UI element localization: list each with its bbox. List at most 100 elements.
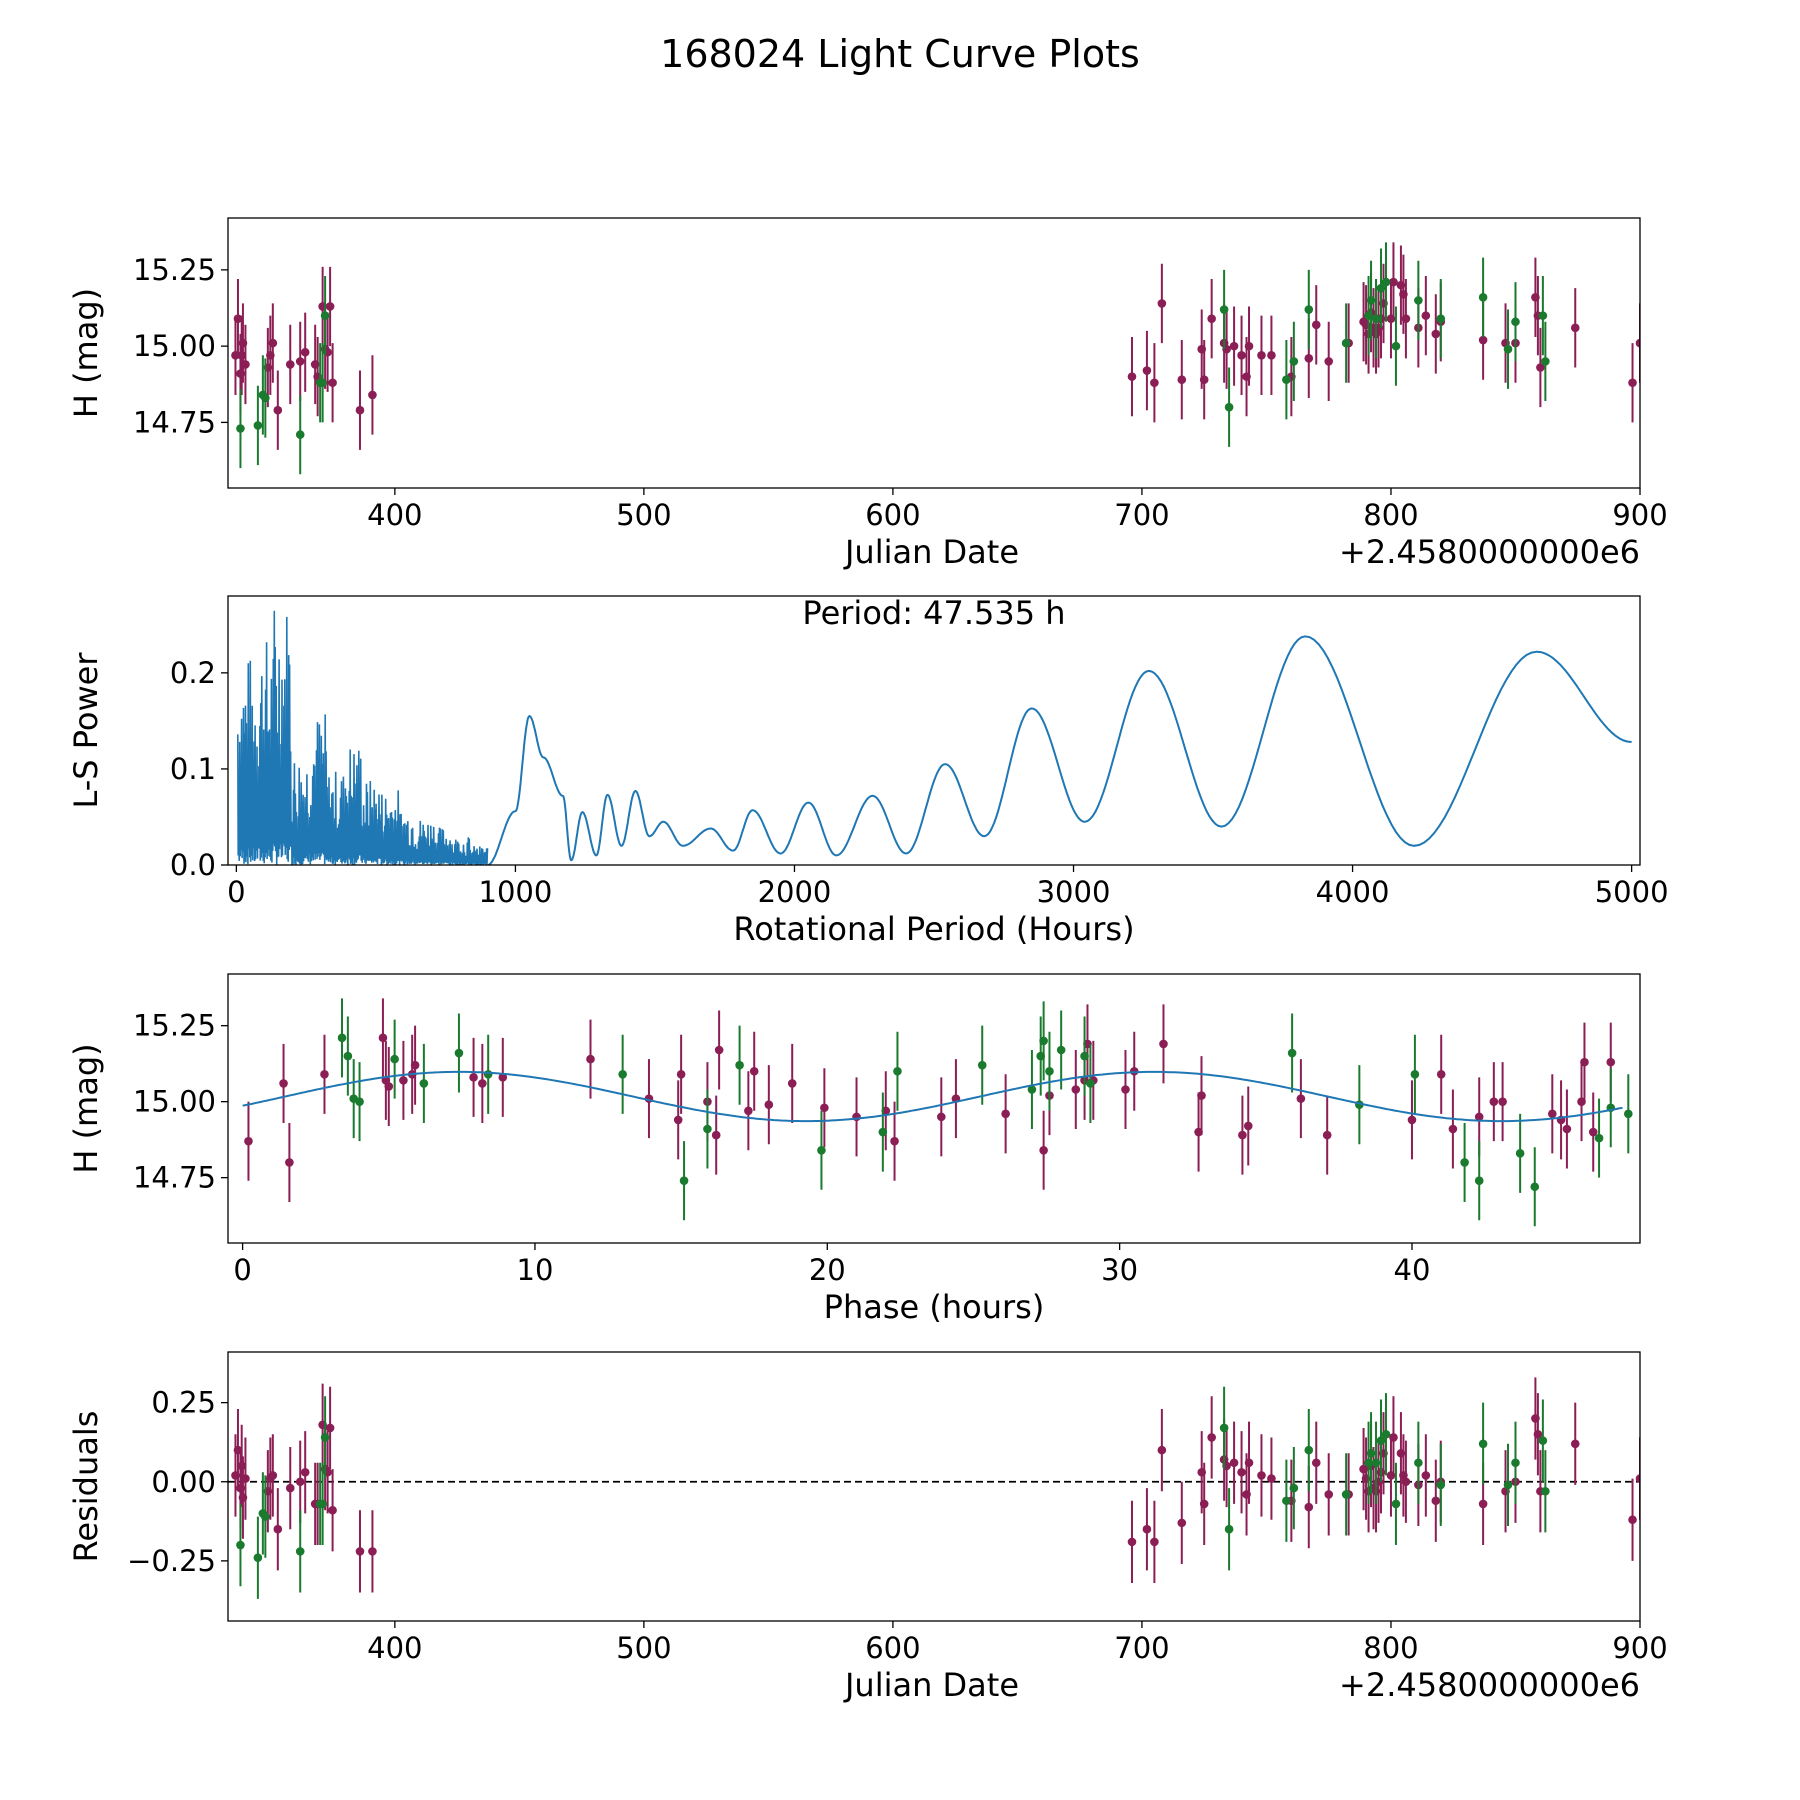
data-point-purple xyxy=(1229,341,1239,351)
model-curve xyxy=(242,1070,1623,1123)
data-point-purple xyxy=(1157,1445,1167,1455)
data-point-purple xyxy=(1311,320,1321,330)
x-tick-label: 30 xyxy=(1101,1253,1138,1287)
x-tick-label: 4000 xyxy=(1316,875,1390,909)
data-point-green xyxy=(1594,1133,1604,1143)
data-point-green xyxy=(703,1124,712,1134)
data-point-purple xyxy=(1536,363,1545,372)
data-point-purple xyxy=(1177,375,1187,384)
data-point-purple xyxy=(1257,1471,1266,1480)
data-point-purple xyxy=(890,1136,899,1146)
data-point-purple xyxy=(399,1076,408,1085)
figure-title: 168024 Light Curve Plots xyxy=(660,32,1140,76)
x-tick-label: 2000 xyxy=(758,875,832,909)
data-point-purple xyxy=(1580,1057,1589,1067)
data-point-green xyxy=(1511,1458,1520,1468)
y-tick-label: 0.0 xyxy=(170,848,216,882)
x-axis-label: Phase (hours) xyxy=(824,1288,1045,1326)
data-point-green xyxy=(1086,1079,1095,1088)
data-point-purple xyxy=(273,1524,283,1534)
data-point-purple xyxy=(1478,335,1488,345)
data-point-purple xyxy=(241,1474,250,1483)
data-point-green xyxy=(1474,1176,1484,1185)
data-point-green xyxy=(318,1499,327,1509)
data-point-green xyxy=(1371,1458,1381,1468)
data-point-purple xyxy=(325,302,335,311)
x-offset-label: +2.4580000000e6 xyxy=(1339,1666,1640,1704)
data-point-green xyxy=(390,1054,399,1064)
data-point-purple xyxy=(1237,1467,1246,1477)
data-point-green xyxy=(1376,283,1386,293)
x-tick-label: 0 xyxy=(227,875,245,909)
data-point-purple xyxy=(1498,1097,1507,1106)
data-point-green xyxy=(1282,375,1291,384)
data-point-green xyxy=(1624,1109,1633,1119)
data-point-purple xyxy=(1039,1145,1048,1155)
data-point-purple xyxy=(744,1106,753,1116)
data-point-purple xyxy=(1121,1085,1130,1094)
data-point-green xyxy=(1541,357,1550,366)
x-tick-label: 400 xyxy=(367,1631,422,1665)
data-point-green xyxy=(618,1070,627,1079)
y-tick-label: 15.25 xyxy=(133,253,216,287)
data-point-purple xyxy=(1296,1094,1306,1103)
data-point-green xyxy=(817,1145,826,1155)
data-point-green xyxy=(1224,1524,1234,1534)
y-tick-label: 15.00 xyxy=(133,1085,216,1119)
data-point-purple xyxy=(1237,350,1246,360)
x-tick-label: 800 xyxy=(1363,1631,1418,1665)
data-point-green xyxy=(1538,311,1548,320)
x-tick-label: 3000 xyxy=(1037,875,1111,909)
data-point-purple xyxy=(1407,1115,1417,1125)
data-point-purple xyxy=(384,1082,394,1091)
x-axis-label: Julian Date xyxy=(843,533,1019,571)
data-point-purple xyxy=(368,1547,377,1556)
data-point-green xyxy=(1304,1445,1314,1455)
data-point-purple xyxy=(325,1423,335,1433)
data-point-green xyxy=(1460,1158,1469,1167)
x-axis-label: Rotational Period (Hours) xyxy=(733,910,1134,948)
data-point-purple xyxy=(355,405,365,415)
x-tick-label: 1000 xyxy=(479,875,553,909)
data-point-purple xyxy=(1474,1112,1484,1122)
data-point-purple xyxy=(1267,1474,1276,1483)
data-point-green xyxy=(1391,341,1401,351)
data-point-green xyxy=(1530,1182,1540,1192)
data-point-green xyxy=(1371,314,1381,323)
data-point-purple xyxy=(1229,1458,1239,1468)
y-tick-label: 0.00 xyxy=(151,1465,216,1499)
data-point-purple xyxy=(1304,354,1314,363)
x-axis-label: Julian Date xyxy=(843,1666,1019,1704)
data-point-green xyxy=(1289,357,1299,366)
data-point-green xyxy=(1045,1066,1054,1076)
data-point-purple xyxy=(1324,357,1334,366)
data-point-purple xyxy=(295,357,305,366)
data-point-green xyxy=(1282,1496,1291,1506)
data-point-purple xyxy=(1570,323,1580,333)
panel-phase-folded: 0 10 20 30 40 14.75 15.00 15.25 Phase (hours) H (… xyxy=(67,973,1641,1326)
data-point-purple xyxy=(279,1079,288,1088)
panel-light-curve: 400 500 600 700 800 900 14.75 15.00 15.25 Julian … xyxy=(67,217,1668,571)
data-point-green xyxy=(1414,1458,1423,1468)
data-point-purple xyxy=(1322,1130,1332,1140)
data-point-green xyxy=(1366,1448,1376,1458)
data-point-green xyxy=(320,1433,330,1442)
data-point-green xyxy=(1376,1436,1386,1445)
data-point-green xyxy=(253,421,263,430)
data-point-purple xyxy=(937,1112,946,1122)
data-point-green xyxy=(893,1066,902,1076)
data-point-green xyxy=(295,430,305,439)
data-point-green xyxy=(320,311,330,320)
data-point-green xyxy=(1436,1480,1446,1490)
data-point-purple xyxy=(1197,1091,1206,1100)
data-point-green xyxy=(1478,1439,1488,1449)
data-point-purple xyxy=(285,360,295,369)
data-point-purple xyxy=(1431,329,1441,339)
data-point-purple xyxy=(1562,1124,1572,1134)
data-point-purple xyxy=(1547,1109,1557,1119)
x-offset-label: +2.4580000000e6 xyxy=(1339,533,1640,571)
data-point-green xyxy=(1538,1436,1548,1445)
y-tick-label: 15.25 xyxy=(133,1009,216,1043)
